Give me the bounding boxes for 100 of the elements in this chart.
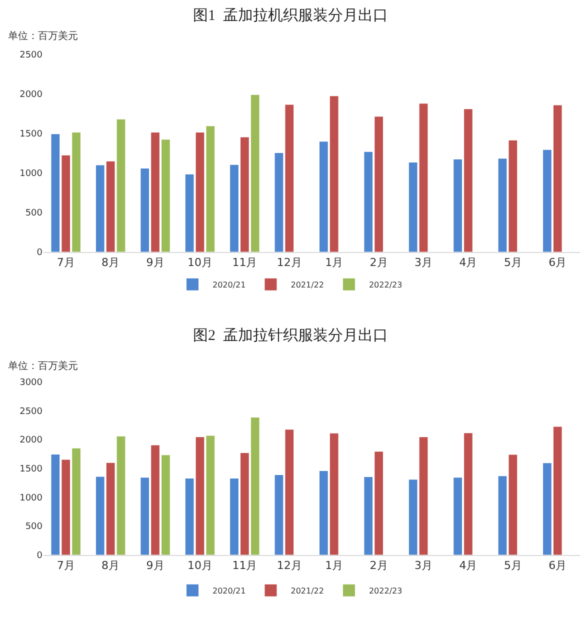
bar xyxy=(454,478,462,555)
x-tick-label: 11月 xyxy=(232,559,258,572)
bar xyxy=(162,455,170,555)
bar xyxy=(96,476,104,555)
x-tick-label: 8月 xyxy=(102,256,120,270)
bar xyxy=(96,165,104,252)
bar xyxy=(274,153,284,252)
bar xyxy=(464,433,472,555)
x-tick-label: 10月 xyxy=(187,559,212,572)
x-tick-label: 12月 xyxy=(276,256,302,270)
legend-label: 2020/21 xyxy=(212,280,246,290)
bar xyxy=(51,134,60,252)
bar xyxy=(185,174,194,252)
legend-label: 2020/21 xyxy=(212,586,246,596)
bar xyxy=(72,448,80,555)
bar xyxy=(364,152,373,252)
bar xyxy=(116,119,126,252)
bar xyxy=(374,452,383,555)
y-tick-label: 1000 xyxy=(20,168,43,179)
bar xyxy=(106,462,115,555)
y-tick-label: 500 xyxy=(25,208,43,219)
x-tick-label: 3月 xyxy=(414,559,433,572)
bar xyxy=(419,104,428,252)
bar xyxy=(408,480,418,555)
bar xyxy=(464,109,472,252)
bar xyxy=(230,478,238,555)
x-tick-label: 1月 xyxy=(325,559,344,572)
bar xyxy=(285,430,294,555)
bar xyxy=(374,116,383,252)
bar xyxy=(553,105,562,252)
y-axis-title: 单位：百万美元 xyxy=(8,360,78,372)
bar xyxy=(62,155,70,252)
bar xyxy=(364,477,373,555)
y-tick-label: 3000 xyxy=(20,378,43,388)
x-tick-label: 6月 xyxy=(548,256,567,270)
bar xyxy=(72,132,80,252)
bar xyxy=(185,478,194,555)
bar xyxy=(320,470,328,555)
bar xyxy=(196,132,204,252)
x-tick-label: 6月 xyxy=(548,559,567,572)
bar xyxy=(206,126,215,252)
bar xyxy=(240,137,249,252)
bar xyxy=(543,150,552,252)
x-tick-label: 3月 xyxy=(414,256,433,270)
y-tick-label: 1500 xyxy=(20,129,43,140)
x-tick-label: 4月 xyxy=(459,256,478,270)
legend-label: 2021/22 xyxy=(290,280,324,290)
bar xyxy=(230,164,238,252)
x-tick-label: 5月 xyxy=(504,256,522,270)
y-tick-label: 0 xyxy=(36,551,43,562)
bar xyxy=(140,478,150,555)
bar xyxy=(106,161,115,252)
bar xyxy=(553,426,562,555)
bar xyxy=(140,168,150,252)
x-tick-label: 2月 xyxy=(370,256,388,270)
x-tick-label: 12月 xyxy=(276,559,302,572)
bar xyxy=(320,142,328,252)
y-tick-label: 2000 xyxy=(20,436,43,446)
bar xyxy=(116,436,126,555)
bar xyxy=(498,158,507,252)
bar xyxy=(250,94,260,252)
bar xyxy=(151,132,160,252)
x-tick-label: 7月 xyxy=(56,256,75,270)
bar xyxy=(285,104,294,252)
bar xyxy=(240,453,249,555)
y-tick-label: 2500 xyxy=(20,50,43,60)
x-tick-label: 7月 xyxy=(56,559,75,572)
bar xyxy=(454,159,462,252)
y-axis-title: 单位：百万美元 xyxy=(8,30,78,42)
x-tick-label: 8月 xyxy=(102,559,120,572)
bar xyxy=(151,445,160,555)
bar xyxy=(250,418,260,555)
bar xyxy=(508,454,518,555)
y-tick-label: 1000 xyxy=(20,493,43,504)
x-tick-label: 4月 xyxy=(459,559,478,572)
legend-label: 2022/23 xyxy=(368,586,402,596)
y-tick-label: 500 xyxy=(25,522,43,532)
bar xyxy=(419,437,428,555)
bar xyxy=(62,460,70,555)
bar xyxy=(206,436,215,555)
bar xyxy=(508,140,518,252)
y-tick-label: 0 xyxy=(36,248,43,258)
y-tick-label: 2500 xyxy=(20,406,43,417)
bar xyxy=(162,140,170,252)
legend-label: 2022/23 xyxy=(368,280,402,290)
x-tick-label: 10月 xyxy=(187,256,212,270)
x-tick-label: 1月 xyxy=(325,256,344,270)
bar xyxy=(498,476,507,555)
chart-title: 图2 孟加拉针织服装分月出口 xyxy=(193,327,388,344)
bar xyxy=(543,463,552,555)
x-tick-label: 9月 xyxy=(146,559,164,572)
bar xyxy=(330,96,338,252)
y-tick-label: 1500 xyxy=(20,464,43,474)
bar xyxy=(196,437,204,555)
x-tick-label: 5月 xyxy=(504,559,522,572)
x-tick-label: 2月 xyxy=(370,559,388,572)
bar xyxy=(330,433,338,555)
y-tick-label: 2000 xyxy=(20,90,43,100)
bar xyxy=(51,454,60,555)
legend-label: 2021/22 xyxy=(290,586,324,596)
